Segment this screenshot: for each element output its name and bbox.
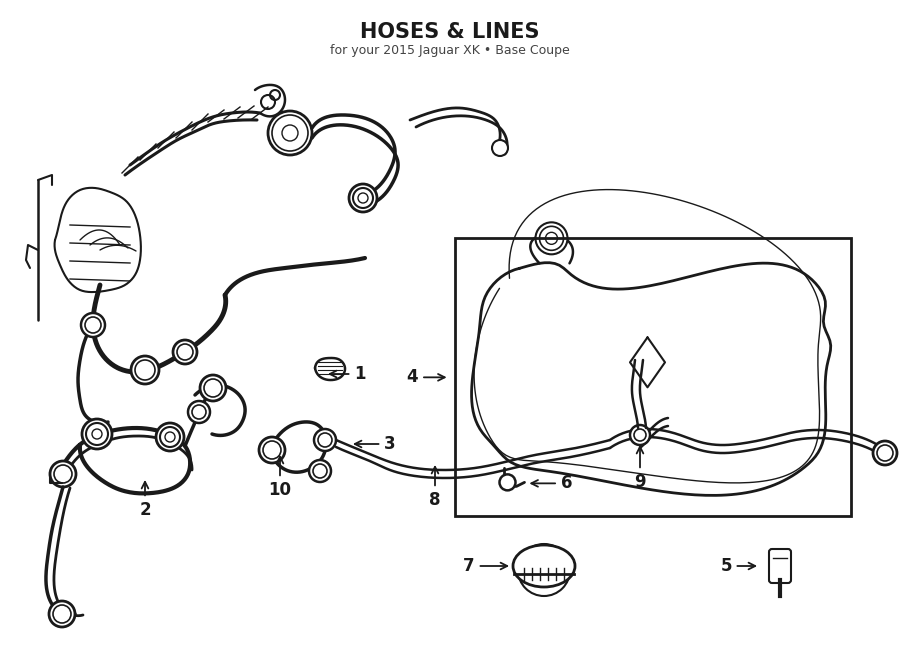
Circle shape [518, 544, 570, 596]
Text: 8: 8 [429, 467, 441, 509]
Text: 1: 1 [329, 365, 365, 383]
Circle shape [200, 375, 226, 401]
FancyBboxPatch shape [769, 549, 791, 583]
Text: 6: 6 [531, 475, 572, 493]
Circle shape [268, 111, 312, 155]
Circle shape [309, 460, 331, 482]
Circle shape [49, 601, 75, 627]
Text: 3: 3 [355, 435, 396, 453]
Circle shape [536, 222, 568, 254]
Circle shape [82, 419, 112, 449]
Text: 10: 10 [268, 457, 292, 499]
Text: 2: 2 [140, 482, 151, 519]
Circle shape [500, 475, 516, 491]
Text: for your 2015 Jaguar XK • Base Coupe: for your 2015 Jaguar XK • Base Coupe [330, 44, 570, 57]
Text: 9: 9 [634, 447, 646, 491]
Circle shape [131, 356, 159, 384]
Circle shape [539, 547, 549, 557]
Text: 4: 4 [407, 368, 445, 387]
Circle shape [349, 184, 377, 212]
Text: 5: 5 [720, 557, 755, 575]
Text: HOSES & LINES: HOSES & LINES [360, 22, 540, 42]
Circle shape [156, 423, 184, 451]
Circle shape [81, 313, 105, 337]
Circle shape [492, 140, 508, 156]
Circle shape [173, 340, 197, 364]
Text: 7: 7 [464, 557, 508, 575]
Circle shape [873, 441, 897, 465]
Circle shape [314, 429, 336, 451]
Circle shape [188, 401, 210, 423]
Ellipse shape [513, 545, 575, 587]
Circle shape [630, 425, 650, 445]
Circle shape [50, 461, 76, 487]
Circle shape [259, 437, 285, 463]
Bar [454, 238, 850, 516]
